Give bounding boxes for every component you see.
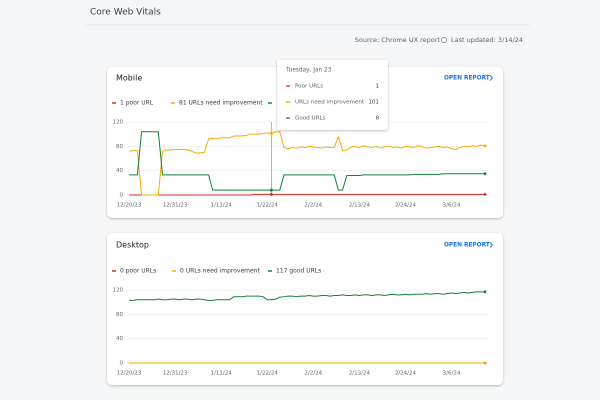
info-icon[interactable] (441, 37, 447, 43)
end-point (483, 172, 487, 176)
hover-point (269, 192, 273, 196)
open-report-link[interactable]: OPEN REPORT (444, 76, 490, 82)
x-tick-label: 1/11/24 (211, 203, 233, 209)
desktop-card (107, 233, 503, 385)
end-point (483, 144, 487, 148)
tooltip-value: 101 (368, 100, 379, 106)
series-line (129, 291, 485, 301)
x-tick-label: 12/31/23 (163, 371, 188, 377)
chevron (489, 242, 494, 248)
x-tick-label: 2/13/24 (349, 371, 371, 377)
y-tick-label: 40 (116, 168, 123, 174)
chevron (489, 75, 494, 81)
legend-label: 81 URLs need improvement (179, 100, 263, 107)
hover-point (269, 132, 273, 136)
end-point (483, 361, 487, 365)
x-tick-label: 12/20/23 (117, 371, 142, 377)
tooltip-label: Good URLs (295, 116, 326, 122)
y-tick-label: 80 (116, 312, 123, 318)
tooltip-label: Poor URLs (295, 84, 323, 90)
x-tick-label: 2/24/24 (395, 371, 417, 377)
x-tick-label: 2/2/24 (304, 371, 322, 377)
card-title: Desktop (116, 241, 149, 250)
tooltip-label: URLs need improvement (295, 100, 365, 106)
y-tick-label: 120 (113, 120, 124, 126)
x-tick-label: 1/22/24 (257, 371, 279, 377)
open-report-link[interactable]: OPEN REPORT (444, 243, 490, 249)
y-tick-label: 120 (113, 288, 124, 294)
y-tick-label: 40 (116, 336, 123, 342)
card-title: Mobile (116, 74, 142, 83)
mobile-card (107, 67, 503, 218)
x-tick-label: 3/6/24 (443, 371, 461, 377)
y-tick-label: 0 (120, 193, 124, 199)
x-tick-label: 12/20/23 (117, 203, 142, 209)
legend-label: 0 URLs need improvement (180, 268, 260, 275)
tooltip (277, 60, 388, 130)
legend-label: 0 poor URLs (120, 268, 156, 275)
x-tick-label: 1/11/24 (211, 371, 233, 377)
x-tick-label: 3/6/24 (443, 203, 461, 209)
tooltip-value: 8 (375, 116, 379, 122)
x-tick-label: 12/31/23 (163, 203, 188, 209)
x-tick-label: 1/22/24 (257, 203, 279, 209)
legend-label: 1 poor URL (120, 100, 154, 107)
tooltip-value: 1 (375, 84, 379, 90)
x-tick-label: 2/2/24 (304, 203, 322, 209)
x-tick-label: 2/13/24 (349, 203, 371, 209)
hover-point (269, 188, 273, 192)
source: Source: Chrome UX report (355, 36, 441, 44)
legend-label: 117 good URLs (276, 268, 321, 275)
x-tick-label: 2/24/24 (395, 203, 417, 209)
tooltip-title: Tuesday, Jan 23 (285, 68, 332, 74)
y-tick-label: 0 (120, 361, 124, 367)
end-point (483, 290, 487, 294)
y-tick-label: 80 (116, 144, 123, 150)
page-title: Core Web Vitals (90, 8, 161, 18)
series-line (128, 131, 486, 196)
last-updated: Last updated: 3/14/24 (451, 36, 523, 44)
series-line (129, 193, 485, 196)
series-line (129, 131, 485, 191)
end-point (483, 192, 487, 196)
